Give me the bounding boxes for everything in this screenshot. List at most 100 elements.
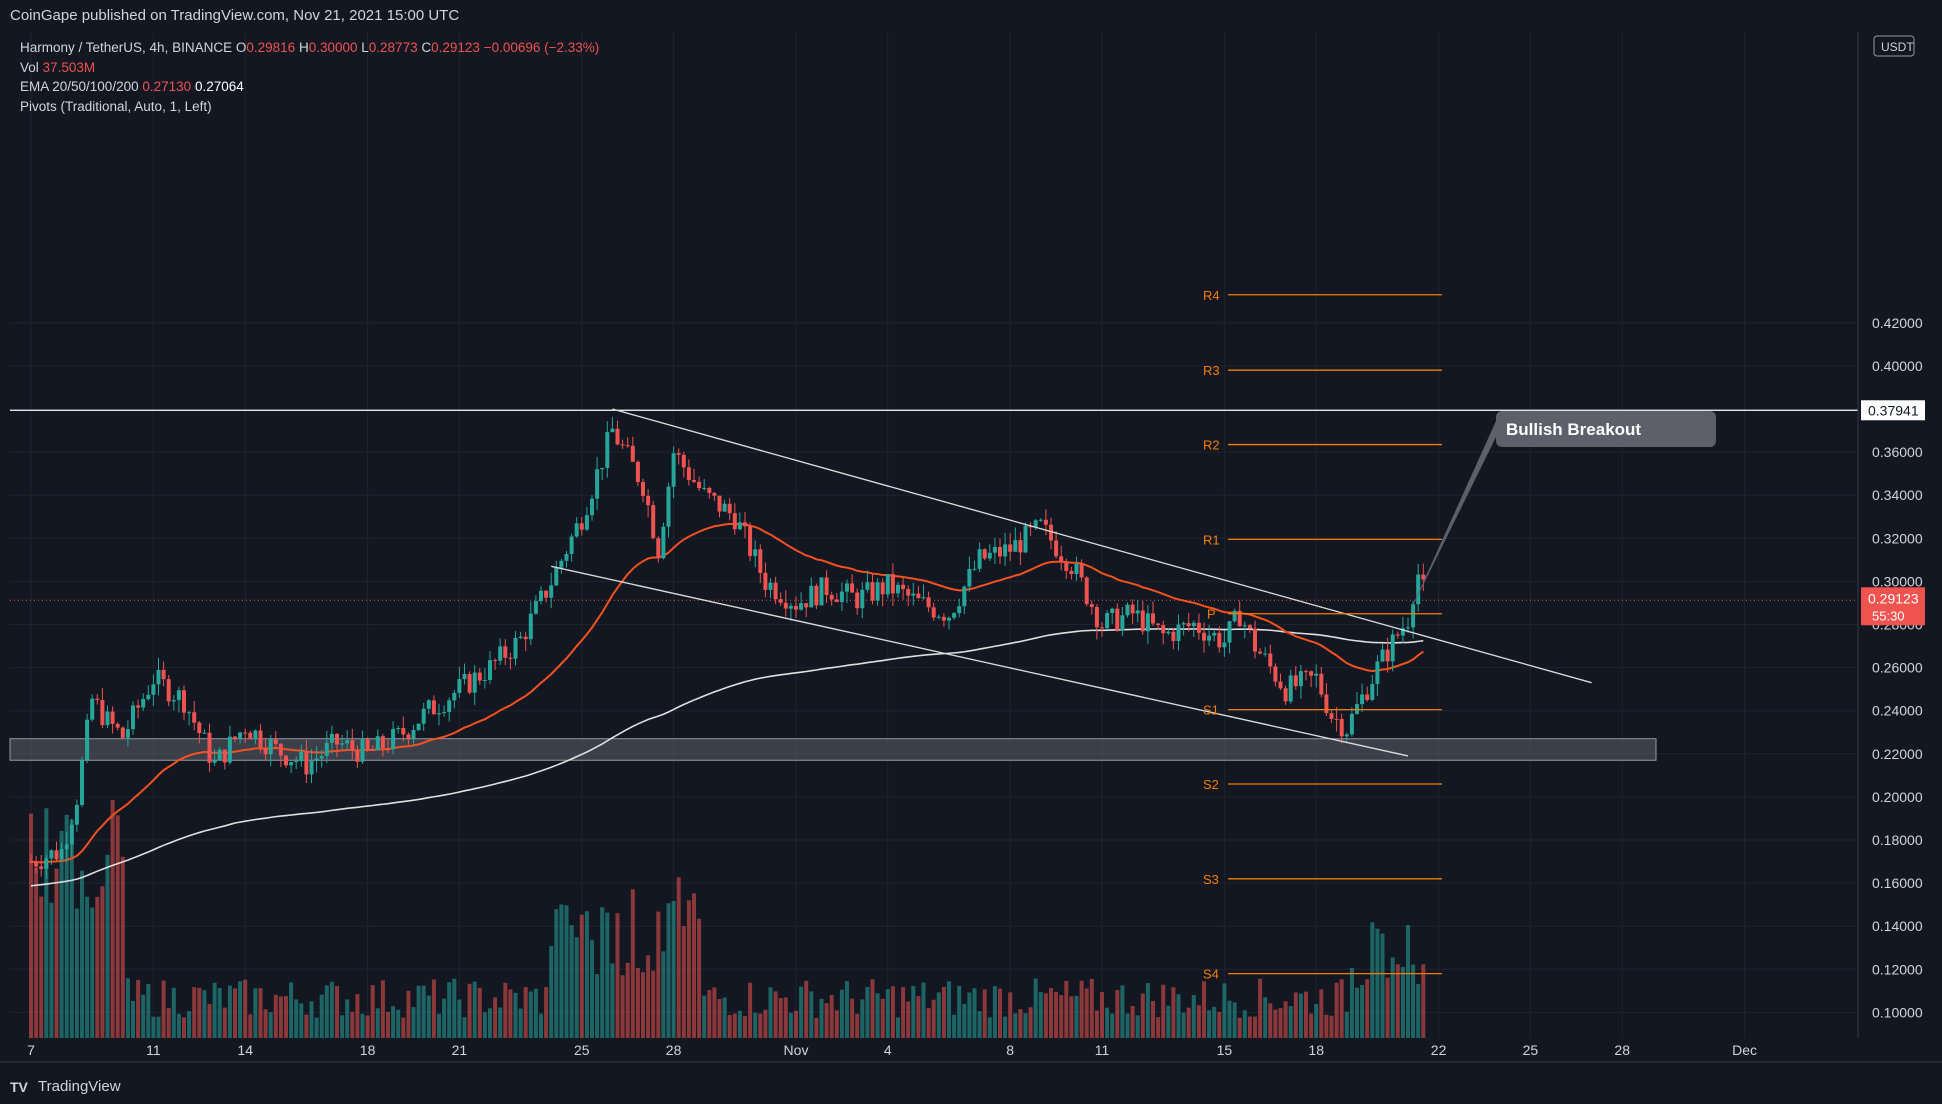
volume-bar xyxy=(809,991,814,1038)
volume-bar xyxy=(365,1015,370,1038)
candle-body xyxy=(717,495,722,512)
candle-body xyxy=(834,599,839,602)
time-tick-label: 11 xyxy=(146,1042,161,1058)
volume-bar xyxy=(890,986,895,1038)
candle-body xyxy=(707,487,712,493)
volume-bars xyxy=(29,800,1426,1038)
pivot-label-s1: S1 xyxy=(1203,703,1219,718)
candle-body xyxy=(600,467,605,470)
volume-bar xyxy=(74,908,79,1038)
volume-bar xyxy=(916,996,921,1038)
volume-bar xyxy=(834,1010,839,1038)
volume-bar xyxy=(681,926,686,1038)
volume-bar xyxy=(931,999,936,1038)
volume-bar xyxy=(906,1001,911,1038)
footer: TV TradingView xyxy=(0,1070,1942,1104)
volume-bar xyxy=(722,997,727,1038)
candle-body xyxy=(773,582,778,600)
volume-bar xyxy=(289,982,294,1038)
time-tick-label: 11 xyxy=(1095,1042,1110,1058)
price-axis[interactable]: 0.42000 0.40000 0.36000 0.34000 0.32000 0.300… xyxy=(1857,32,1942,1070)
candle-body xyxy=(1385,649,1390,662)
candle-body xyxy=(732,513,737,530)
publish-header: CoinGape published on TradingView.com, N… xyxy=(0,0,1942,32)
candle-body xyxy=(896,584,900,594)
candle-body xyxy=(335,733,339,745)
legend-vol: 37.503M xyxy=(42,59,96,75)
volume-bar xyxy=(1008,992,1013,1038)
candle-body xyxy=(1140,610,1145,632)
lower-channel-line xyxy=(551,565,1409,757)
volume-bar xyxy=(870,979,875,1038)
candle-body xyxy=(54,850,59,860)
candle-body xyxy=(870,582,875,601)
candle-body xyxy=(1125,604,1130,616)
volume-bar xyxy=(982,989,987,1038)
volume-bar xyxy=(778,998,783,1038)
volume-bar xyxy=(1288,1006,1293,1038)
volume-bar xyxy=(396,1009,401,1038)
candle-body xyxy=(1304,671,1308,673)
volume-bar xyxy=(717,999,722,1038)
legend-ema-fast: 0.27130 xyxy=(142,79,192,94)
candle-body xyxy=(314,758,319,762)
price-tick-label: 0.36000 xyxy=(1872,444,1923,460)
price-tick-label: 0.18000 xyxy=(1872,832,1923,848)
tradingview-brand[interactable]: TradingView xyxy=(38,1078,121,1095)
candle-body xyxy=(80,760,84,805)
legend-symbol[interactable]: Harmony / TetherUS, 4h, BINANCE xyxy=(20,40,233,55)
candle-body xyxy=(110,711,115,724)
candle-body xyxy=(166,679,171,702)
volume-bar xyxy=(824,1003,829,1038)
candle-body xyxy=(763,572,768,590)
candle-body xyxy=(482,680,487,682)
candle-body xyxy=(161,669,166,680)
volume-bar xyxy=(539,1013,543,1038)
candle-body xyxy=(544,590,549,598)
candle-body xyxy=(125,729,130,738)
candle-body xyxy=(1324,694,1329,714)
grid xyxy=(10,32,1858,1056)
support-zone xyxy=(9,409,1858,761)
price-tick-label: 0.14000 xyxy=(1872,918,1923,934)
candle-body xyxy=(1156,623,1161,626)
volume-bar xyxy=(1268,1003,1273,1038)
volume-bar xyxy=(1186,1007,1191,1038)
candle-body xyxy=(727,503,732,514)
candle-body xyxy=(1360,694,1365,705)
volume-bar xyxy=(732,1013,737,1038)
candle-body xyxy=(748,526,753,557)
candle-body xyxy=(64,844,69,850)
candle-body xyxy=(248,732,253,740)
candle-body xyxy=(533,601,538,614)
pivot-label-r3: R3 xyxy=(1203,363,1220,378)
time-axis[interactable]: 7 11 14 18 21 25 28 Nov 4 8 11 15 18 22 25 28 Dec xyxy=(0,1038,1942,1070)
volume-bar xyxy=(692,893,696,1038)
volume-bar xyxy=(773,991,778,1038)
volume-bar xyxy=(941,986,946,1038)
candle-body xyxy=(222,749,227,763)
volume-bar xyxy=(1370,922,1375,1038)
volume-bar xyxy=(850,998,855,1038)
candle-body xyxy=(1038,519,1043,521)
time-tick-label: 14 xyxy=(237,1042,253,1058)
volume-bar xyxy=(488,1008,492,1038)
volume-bar xyxy=(273,994,278,1038)
volume-bar xyxy=(1324,1014,1329,1038)
volume-bar xyxy=(921,982,926,1038)
volume-bar xyxy=(217,988,222,1038)
candle-body xyxy=(702,487,707,489)
volume-bar xyxy=(1054,991,1059,1038)
volume-bar xyxy=(227,985,232,1038)
candle-body xyxy=(1049,524,1053,541)
tradingview-logo-icon[interactable]: TV xyxy=(10,1079,28,1095)
candle-body xyxy=(982,549,987,559)
candle-body xyxy=(967,569,972,587)
volume-bar xyxy=(1125,1013,1130,1038)
candle-body xyxy=(1120,615,1125,631)
volume-bar xyxy=(39,896,44,1038)
volume-bar xyxy=(1130,1005,1135,1038)
volume-bar xyxy=(875,993,880,1038)
volume-bar xyxy=(635,967,640,1038)
